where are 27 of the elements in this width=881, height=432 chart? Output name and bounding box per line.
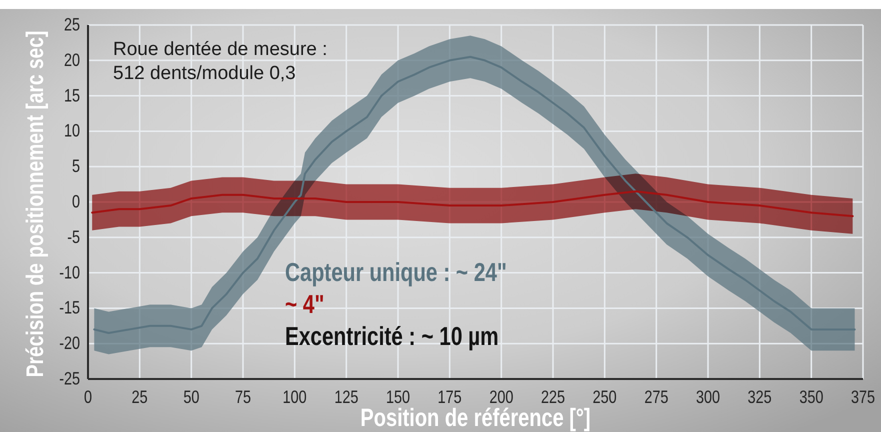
x-tick-label: 75 [234,388,252,408]
y-tick-label: 20 [64,50,80,70]
series-label: Capteur unique : ~ 24" [285,258,507,287]
x-tick-label: 275 [644,388,668,408]
y-tick-label: -25 [59,369,80,389]
x-tick-label: 250 [592,388,617,408]
y-tick-label: 15 [64,86,80,106]
y-tick-label: -15 [59,298,80,318]
y-axis-title: Précision de positionnement [arc sec] [20,30,48,378]
y-tick-label: -5 [67,227,80,248]
x-tick-label: 25 [132,388,148,408]
y-tick-label: 0 [72,192,80,212]
x-tick-label: 125 [334,388,358,408]
y-tick-label: -20 [59,334,80,354]
annotation: Roue dentée de mesure : 512 dents/module 0,3 [113,39,328,84]
y-tick-label: 5 [72,156,80,177]
x-tick-label: 50 [183,388,200,408]
y-tick-label: 10 [64,121,80,142]
annotation: Excentricité : ~ 10 µm [285,322,499,351]
x-tick-label: 375 [850,388,876,408]
text: ~ 4" [285,290,324,319]
y-tick-label: 25 [64,15,80,35]
x-tick-label: 325 [748,388,772,408]
x-tick-label: 100 [282,388,307,408]
x-tick-label: 350 [799,388,824,408]
y-tick-label: -10 [59,262,80,283]
x-tick-label: 300 [696,388,720,408]
